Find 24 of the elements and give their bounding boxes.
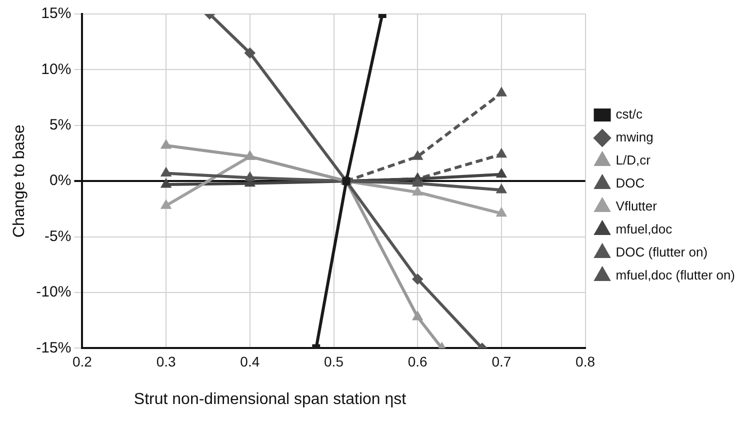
legend-label: Vflutter [616, 198, 658, 214]
y-tick-label: -15% [36, 339, 72, 356]
x-tick-label: 0.2 [72, 353, 92, 370]
x-tick-label: 0.8 [576, 353, 596, 370]
x-tick-label: 0.6 [408, 353, 428, 370]
y-tick-label: 5% [50, 116, 72, 134]
y-tick-label: 0% [50, 172, 72, 190]
legend-label: mwing [616, 130, 654, 145]
legend-label: mfuel,doc [616, 222, 673, 237]
legend-label: DOC (flutter on) [616, 244, 708, 260]
legend-label: mfuel,doc (flutter on) [616, 268, 736, 283]
legend-label: L/D,cr [616, 152, 652, 168]
y-tick-label: -5% [44, 228, 72, 245]
x-tick-label: 0.7 [492, 353, 512, 370]
x-axis-title: Strut non-dimensional span station ηst [132, 391, 408, 409]
legend-label: cst/c [616, 106, 644, 122]
y-axis-title: Change to base [11, 124, 28, 238]
y-tick-label: -10% [36, 284, 72, 301]
y-tick-label: 10% [41, 60, 72, 78]
x-tick-label: 0.5 [324, 353, 344, 370]
legend-label: DOC [616, 176, 645, 191]
y-tick-label: 15% [41, 5, 72, 22]
x-tick-label: 0.3 [156, 353, 176, 370]
x-tick-label: 0.4 [240, 353, 260, 370]
